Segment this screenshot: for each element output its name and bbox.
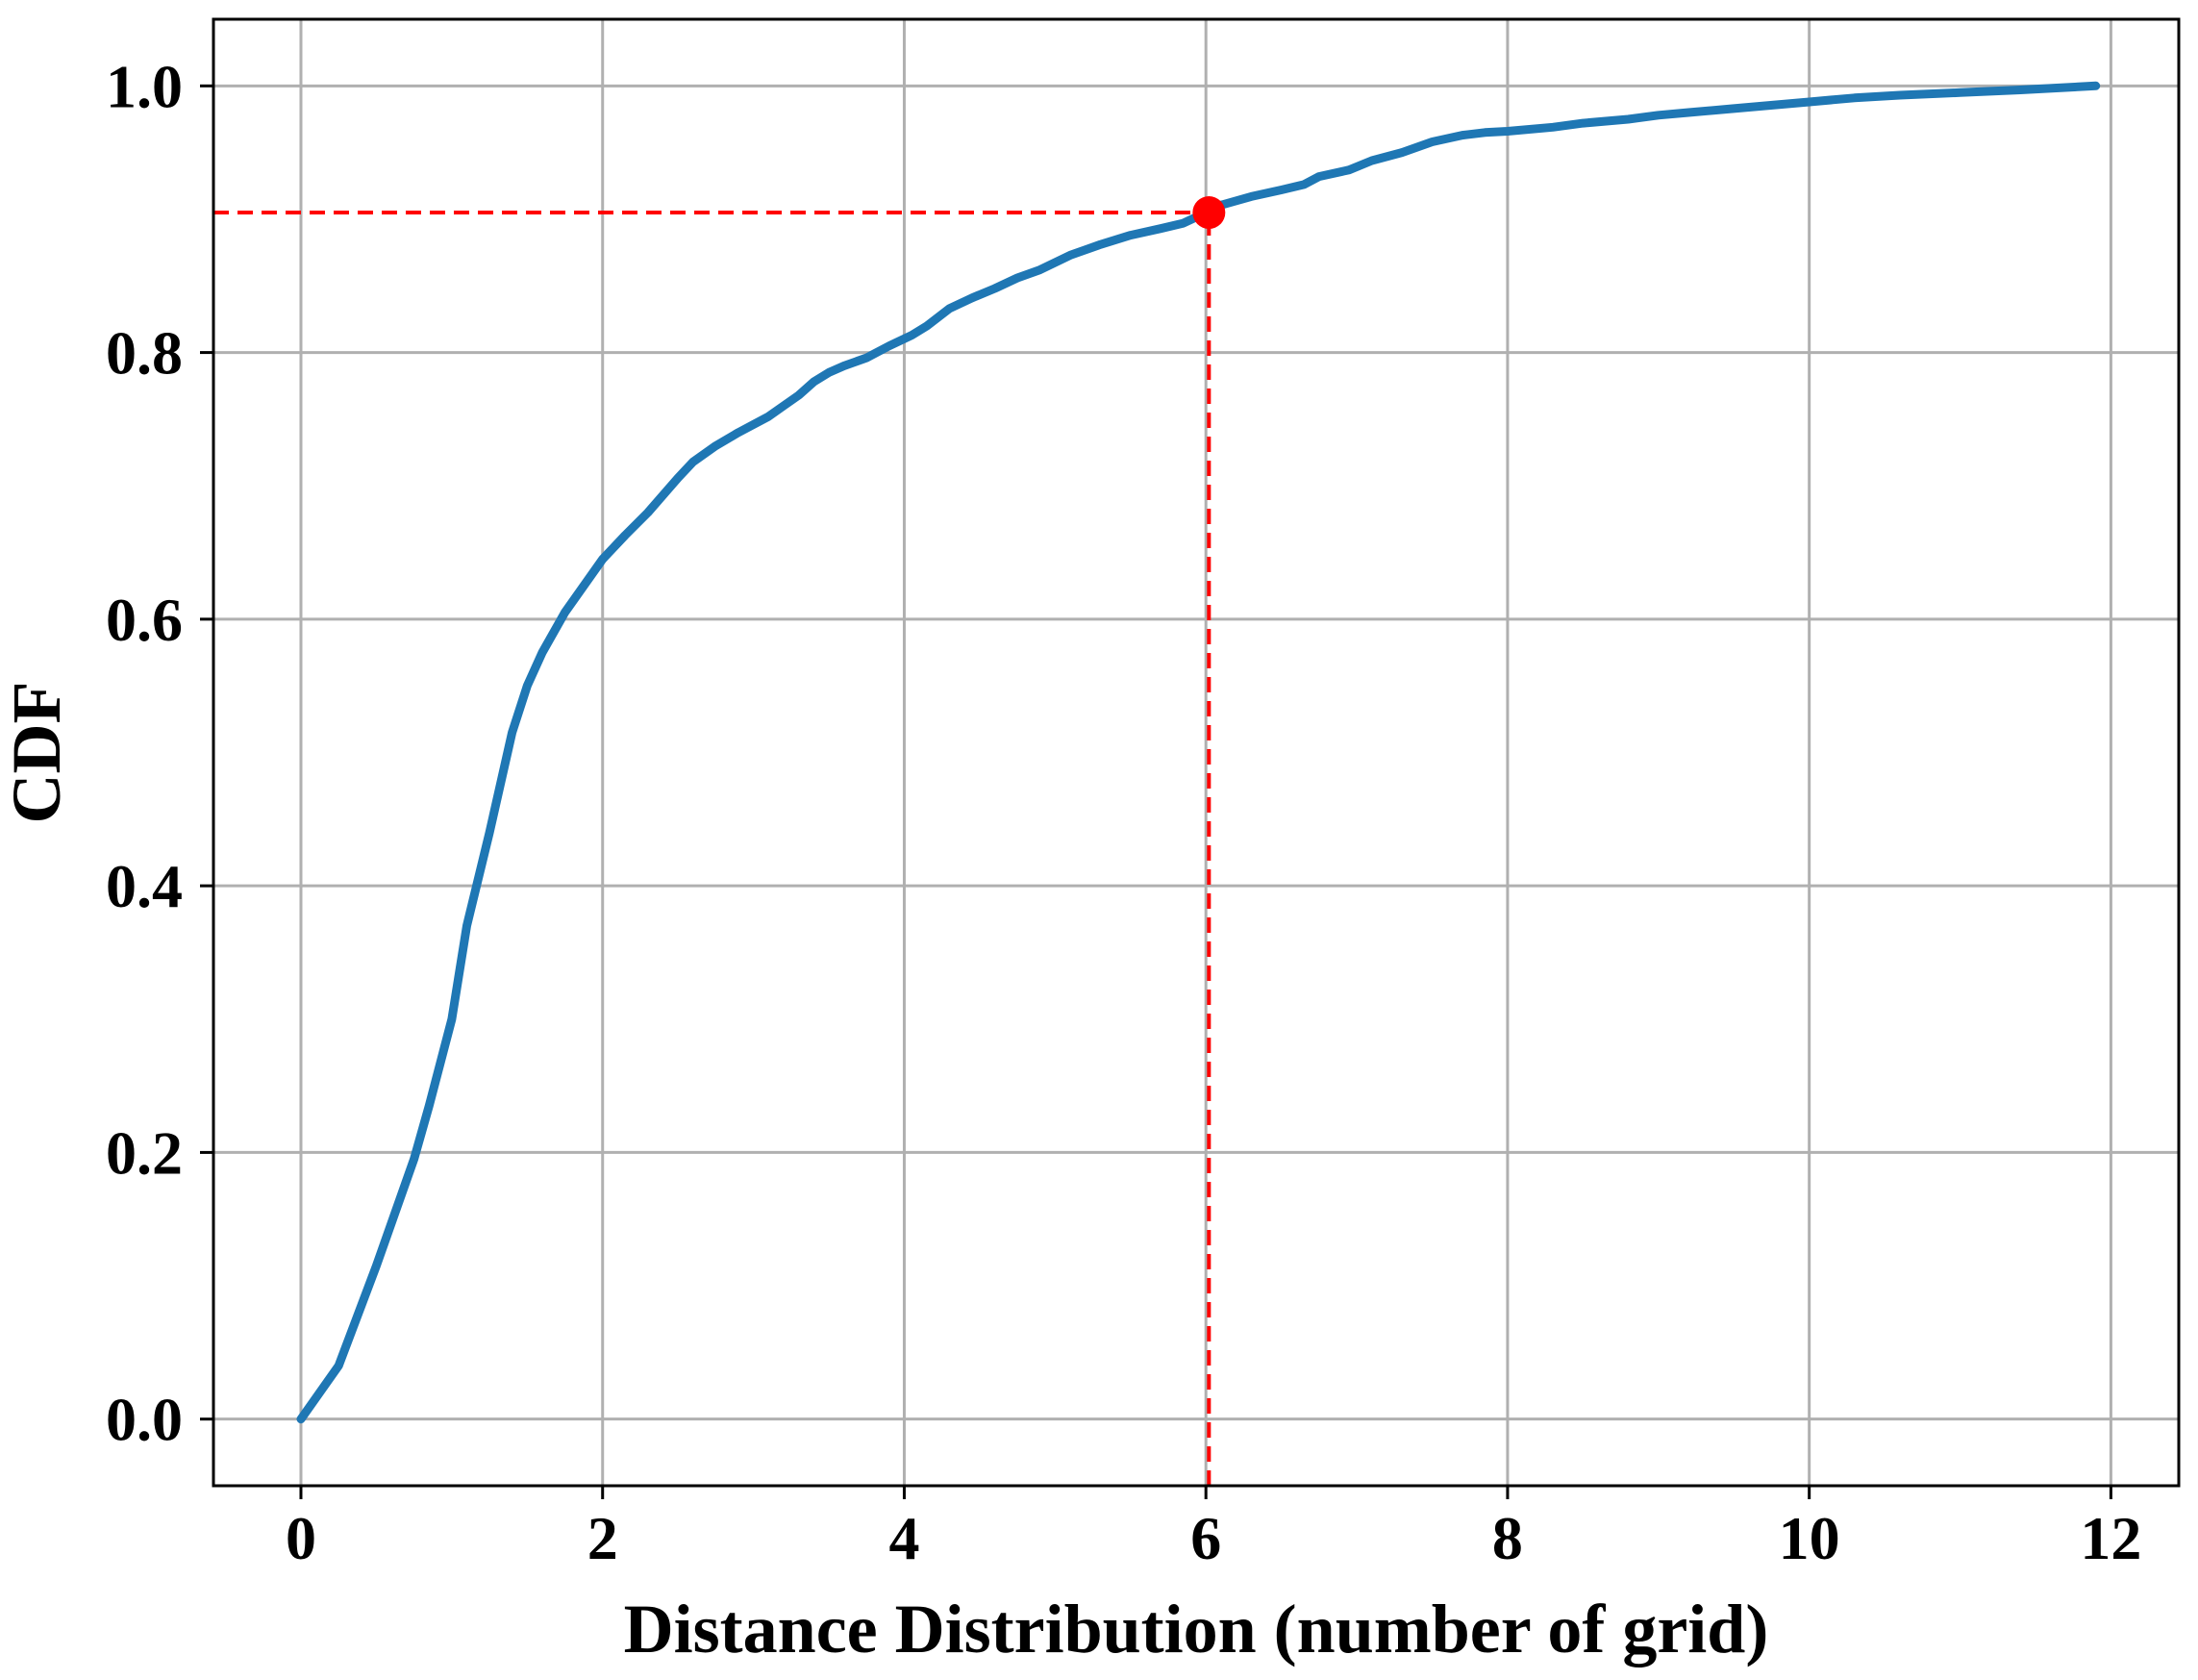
- cdf-series-line: [296, 81, 2101, 1424]
- y-tick-labels: 0.0 0.2 0.4 0.6 0.8 1.0: [106, 52, 183, 1453]
- y-tick-label: 0.6: [106, 586, 183, 654]
- y-tick-label: 0.2: [106, 1118, 183, 1187]
- x-tick-label: 10: [1779, 1504, 1840, 1572]
- highlight-point: [1192, 196, 1226, 230]
- series-layer: [296, 81, 2101, 1424]
- plot-frame: [212, 17, 2181, 1488]
- x-tick-label: 12: [2080, 1504, 2141, 1572]
- x-tick-label: 8: [1492, 1504, 1523, 1572]
- x-tick-label: 6: [1190, 1504, 1221, 1572]
- y-tick-label: 1.0: [106, 52, 183, 120]
- grid-lines: [213, 19, 2179, 1486]
- x-axis-label: Distance Distribution (number of grid): [624, 1591, 1769, 1667]
- x-tick-labels: 0 2 4 6 8 10 12: [286, 1504, 2141, 1572]
- x-tick-label: 0: [286, 1504, 316, 1572]
- y-axis-label: CDF: [0, 682, 75, 824]
- x-tick-label: 2: [587, 1504, 618, 1572]
- y-tick-label: 0.8: [106, 319, 183, 388]
- reference-lines: [213, 211, 1211, 1486]
- y-tick-label: 0.4: [106, 852, 183, 920]
- highlight-layer: [1192, 196, 1226, 230]
- x-tick-label: 4: [888, 1504, 919, 1572]
- y-tick-label: 0.0: [106, 1386, 183, 1454]
- tick-marks: [200, 84, 2112, 1499]
